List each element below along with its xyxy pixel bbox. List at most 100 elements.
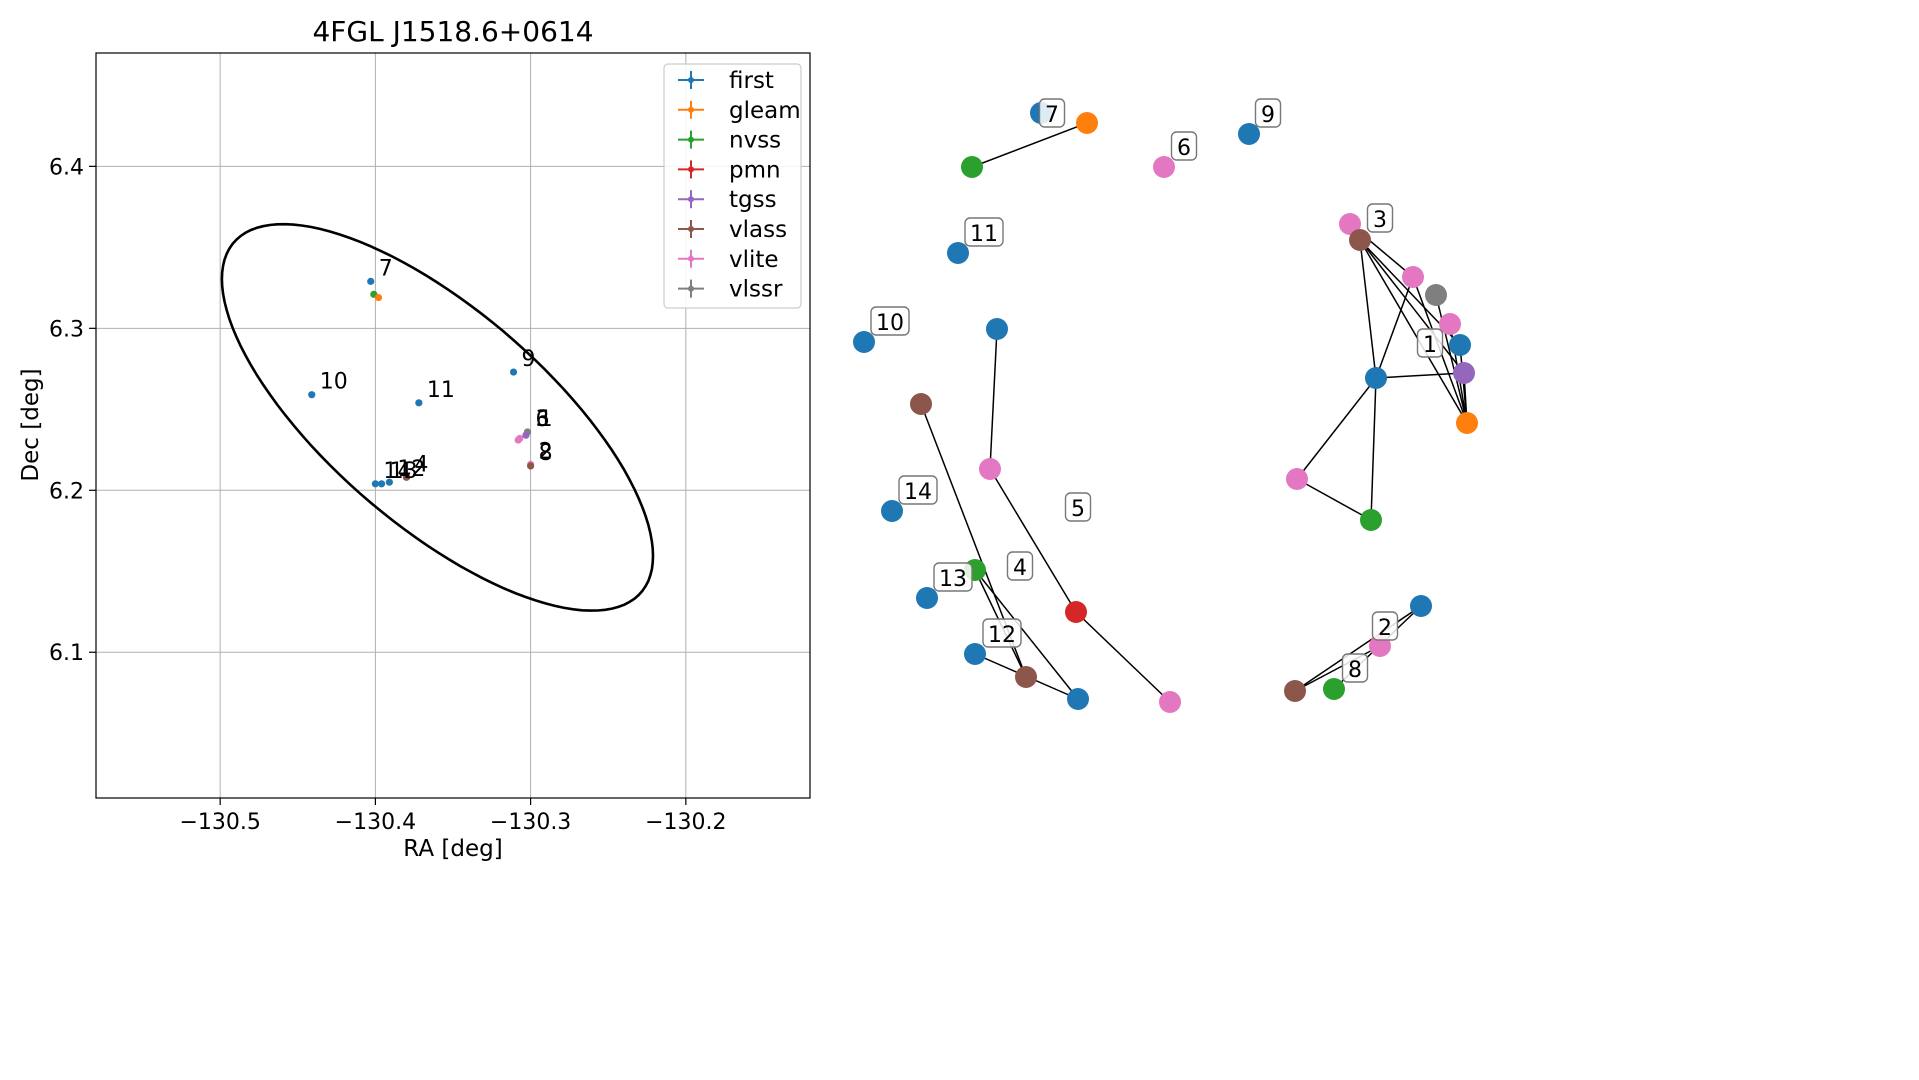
network-label: 6 xyxy=(1170,131,1198,161)
network-label: 7 xyxy=(1038,98,1066,128)
network-node xyxy=(1286,468,1308,490)
network-node xyxy=(1076,112,1098,134)
network-label-text: 13 xyxy=(939,567,967,592)
network-node xyxy=(979,458,1001,480)
network-label-text: 12 xyxy=(988,623,1016,648)
legend-label: vlssr xyxy=(729,277,783,303)
network-label: 8 xyxy=(1341,653,1369,683)
network-label-box xyxy=(870,306,910,336)
legend-label: vlite xyxy=(729,247,779,273)
network-label: 3 xyxy=(1366,203,1394,233)
legend-marker-dot xyxy=(688,77,694,83)
network-node xyxy=(1159,691,1181,713)
point-vlite xyxy=(514,436,522,444)
point-first xyxy=(378,480,386,488)
network-label-box xyxy=(898,475,938,505)
error-ellipse-path xyxy=(220,222,655,612)
network-node xyxy=(1453,362,1475,384)
x-axis-label: RA [deg] xyxy=(403,836,502,862)
legend-marker-dot xyxy=(688,136,694,143)
network-node xyxy=(1284,680,1306,702)
network-node xyxy=(1410,595,1432,617)
network-label-box xyxy=(1170,131,1198,161)
y-tick-label: 6.2 xyxy=(49,479,84,504)
network-node xyxy=(1015,666,1037,688)
point-tgss xyxy=(522,431,530,439)
network-edge xyxy=(1375,276,1414,379)
network-node xyxy=(1425,284,1447,306)
network-node xyxy=(1238,123,1260,145)
legend: first gleam nvss pmn tgss vlass vlite vlssr xyxy=(663,63,802,309)
network-label: 2 xyxy=(1371,611,1399,641)
point-first xyxy=(308,391,316,399)
network-edge xyxy=(1435,294,1468,424)
network-label-box xyxy=(933,562,973,592)
point-label: 8 xyxy=(539,441,553,466)
network-label: 1 xyxy=(1416,328,1444,358)
network-label-box xyxy=(1416,328,1444,358)
network-label-box xyxy=(1366,203,1394,233)
network-label-text: 8 xyxy=(1348,658,1362,683)
axis-ticks: −130.5 −130.4 −130.3 −130.2 6.1 6.2 6.3 6.4 xyxy=(49,155,727,835)
network-edge xyxy=(1370,377,1377,521)
network-edge xyxy=(1294,645,1381,692)
network-edge xyxy=(1075,611,1171,703)
network-node xyxy=(964,643,986,665)
network-label: 5 xyxy=(1064,492,1092,522)
network-node xyxy=(916,587,938,609)
x-tick-label: −130.3 xyxy=(490,810,571,835)
network-node xyxy=(1323,678,1345,700)
point-label: 1 xyxy=(539,407,553,432)
network-label-text: 1 xyxy=(1423,333,1437,358)
legend-label: pmn xyxy=(729,157,781,183)
x-tick-label: −130.2 xyxy=(645,810,726,835)
network-node xyxy=(1153,156,1175,178)
legend-label: tgss xyxy=(729,187,777,213)
legend-label: vlass xyxy=(729,217,787,243)
y-axis-label: Dec [deg] xyxy=(18,368,44,481)
y-tick-label: 6.1 xyxy=(49,641,84,666)
legend-label: nvss xyxy=(729,128,781,154)
point-label: 10 xyxy=(320,370,348,395)
point-label: 3 xyxy=(536,407,550,432)
chart-title: 4FGL J1518.6+0614 xyxy=(312,15,593,48)
point-vlass xyxy=(402,473,411,481)
network-label-text: 6 xyxy=(1177,136,1191,161)
x-tick-label: −130.5 xyxy=(179,810,260,835)
network-edge xyxy=(974,569,1079,700)
point-label: 6 xyxy=(536,407,550,432)
point-first xyxy=(415,399,423,407)
network-edge xyxy=(1359,239,1465,374)
legend-label: gleam xyxy=(729,98,801,124)
network-label-box xyxy=(1038,98,1066,128)
network-label: 4 xyxy=(1006,551,1034,581)
point-label: 12 xyxy=(397,457,425,482)
network-edge xyxy=(989,328,998,470)
y-tick-label: 6.4 xyxy=(49,155,84,180)
point-gleam xyxy=(374,293,383,302)
network-edge xyxy=(1375,372,1465,379)
y-tick-label: 6.3 xyxy=(49,317,84,342)
legend-marker-dot xyxy=(688,285,694,292)
network-label-text: 3 xyxy=(1373,208,1387,233)
point-first xyxy=(509,368,518,376)
point-label: 2 xyxy=(539,439,553,464)
legend-marker-dot xyxy=(688,226,694,232)
network-edge xyxy=(1294,605,1422,692)
network-node xyxy=(853,331,875,353)
error-ellipse xyxy=(220,222,655,612)
legend-box xyxy=(663,63,802,309)
network-label: 14 xyxy=(898,475,938,505)
point-vlass xyxy=(527,462,535,470)
network-node xyxy=(986,318,1008,340)
network-label-text: 4 xyxy=(1013,556,1027,581)
network-label-box xyxy=(1341,653,1369,683)
legend-marker-dot xyxy=(688,255,694,262)
network-label: 10 xyxy=(870,306,910,336)
network-node xyxy=(881,500,903,522)
point-first xyxy=(371,480,379,488)
network-node xyxy=(1065,601,1087,623)
network-node xyxy=(1360,509,1382,531)
